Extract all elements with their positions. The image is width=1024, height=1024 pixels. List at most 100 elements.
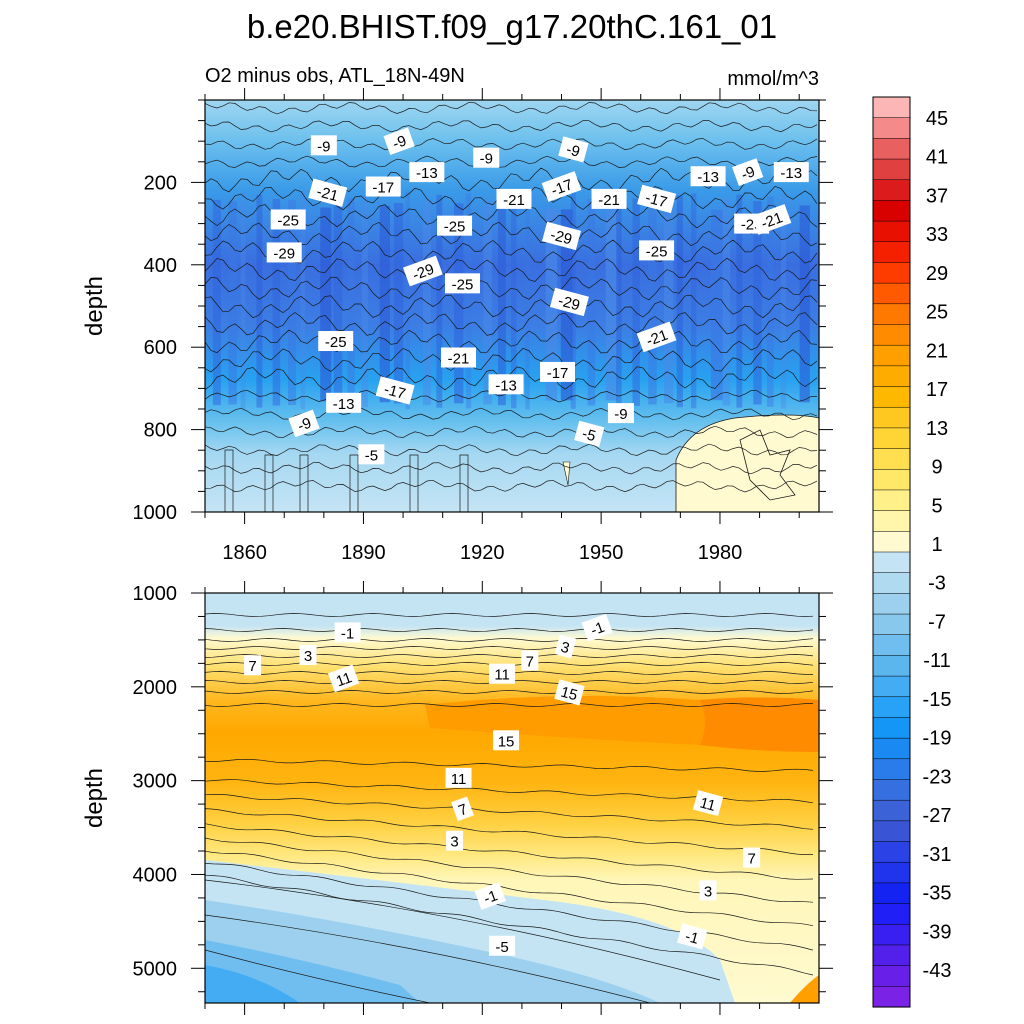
contour-line — [205, 257, 818, 282]
variability-band — [405, 191, 411, 410]
variability-band — [587, 198, 596, 406]
contour-line — [205, 221, 818, 247]
contour-label-bg — [677, 923, 708, 950]
colorbar-swatch — [872, 799, 911, 822]
contour-label-text: -25 — [646, 243, 668, 260]
variability-band — [605, 209, 618, 401]
y-tick-label: 1000 — [133, 502, 178, 524]
contour-label-bg — [690, 166, 726, 187]
contour-label-bg — [699, 880, 717, 901]
variability-band — [511, 193, 517, 409]
contour-line — [205, 613, 814, 617]
upper-axes: 1860 1890 1920 1950 1980 200 400 600 800 1000 — [133, 88, 833, 564]
chart-title: b.e20.BHIST.f09_g17.20thC.161_01 — [247, 8, 777, 45]
variability-band — [320, 207, 332, 402]
contour-label-bg — [554, 634, 577, 659]
contour-line — [205, 276, 818, 301]
contour-label-bg — [558, 136, 589, 163]
y-tick-label: 800 — [144, 420, 177, 442]
contour-label-text: -29 — [410, 261, 436, 284]
colorbar-swatch — [872, 841, 911, 863]
upper-ylabel: depth — [81, 276, 108, 336]
variability-band — [228, 201, 237, 405]
contour-line — [349, 454, 359, 512]
variability-band — [288, 200, 297, 405]
lower-contour-labels: -1 -1 3 3 7 7 11 11 15 15 11 7 3 11 7 3 -1 -5 -1 — [244, 613, 761, 956]
contour-label: 15 — [554, 679, 585, 706]
colorbar-swatch — [872, 427, 911, 450]
colorbar-swatch — [872, 262, 911, 284]
y-tick-label: 600 — [144, 337, 177, 359]
contour-label: -5 — [574, 420, 605, 447]
contour-label-bg — [473, 147, 500, 168]
contour-label-text: -9 — [295, 415, 313, 436]
contour-line — [205, 120, 818, 133]
contour-label-text: 11 — [451, 771, 467, 788]
variability-band — [780, 193, 787, 409]
x-tick-label: 1980 — [698, 542, 743, 564]
contour-label-bg — [692, 790, 724, 817]
contour-label: -1 — [334, 622, 361, 643]
contour-label-bg — [288, 409, 320, 438]
colorbar-swatch — [872, 365, 911, 388]
contour-label: -21 — [591, 188, 627, 209]
colorbar-label: -27 — [923, 805, 952, 827]
contour-line — [205, 690, 814, 694]
contour-line — [205, 137, 818, 151]
y-tick-label: 5000 — [133, 958, 178, 980]
variability-band — [347, 198, 355, 406]
contour-label-text: -25 — [444, 219, 466, 236]
contour-line — [205, 638, 814, 642]
contour-label: -21 — [636, 321, 677, 353]
contour-label: 15 — [493, 730, 520, 751]
variability-band — [465, 193, 472, 409]
contour-label-text: 15 — [559, 684, 580, 705]
variability-band — [664, 203, 674, 404]
contour-label-bg — [493, 730, 520, 751]
positive-corner — [790, 975, 819, 1003]
contour-label: -9 — [558, 136, 589, 163]
contour-label-bg — [383, 127, 415, 156]
colorbar-swatch — [872, 220, 911, 243]
contour-label-text: 11 — [698, 794, 717, 814]
colorbar-swatch — [872, 903, 911, 925]
max-anomaly-core-east — [700, 697, 819, 752]
colorbar-swatch — [872, 489, 911, 512]
contour-label-bg — [496, 188, 532, 209]
contour-label-text: -29 — [548, 226, 573, 248]
colorbar-swatch — [872, 758, 911, 781]
contour-label-text: -21 — [503, 192, 525, 209]
colorbar-swatch — [872, 861, 911, 884]
contour-label-bg — [308, 178, 348, 207]
x-tick-label: 1920 — [460, 542, 505, 564]
contour-label-text: -5 — [580, 425, 597, 445]
contour-label: -17 — [541, 171, 582, 202]
variability-band — [256, 194, 263, 408]
contour-label-text: -13 — [416, 165, 438, 182]
contour-label: -9 — [732, 158, 764, 186]
colorbar-swatch — [872, 96, 911, 119]
contour-label-text: -17 — [644, 189, 669, 211]
contour-label-bg — [358, 444, 385, 465]
upper-panel: -9 -9 -9 -9 -13 -13 -9 -13 -21 -17 -21 -17 -21 -17 -25… — [205, 100, 819, 512]
variability-band — [676, 195, 683, 408]
variability-band — [212, 199, 221, 406]
contour-label: -21 — [308, 178, 348, 207]
colorbar-swatch — [872, 531, 911, 553]
contour-line — [205, 758, 814, 772]
positive-contour — [739, 429, 796, 501]
contour-line — [224, 449, 234, 512]
contour-label: 7 — [451, 796, 474, 822]
contour-label-text: -29 — [273, 245, 295, 262]
contour-label-text: -1 — [683, 928, 700, 948]
contour-label: -9 — [607, 403, 634, 424]
contour-label: -13 — [690, 166, 726, 187]
contour-line — [409, 454, 419, 512]
contour-label-text: -9 — [317, 138, 330, 155]
contour-label: -17 — [365, 176, 401, 197]
contour-label-bg — [318, 331, 354, 352]
contour-label-bg — [409, 162, 445, 183]
contour-label-bg — [446, 830, 464, 851]
contour-label-bg — [773, 162, 809, 183]
